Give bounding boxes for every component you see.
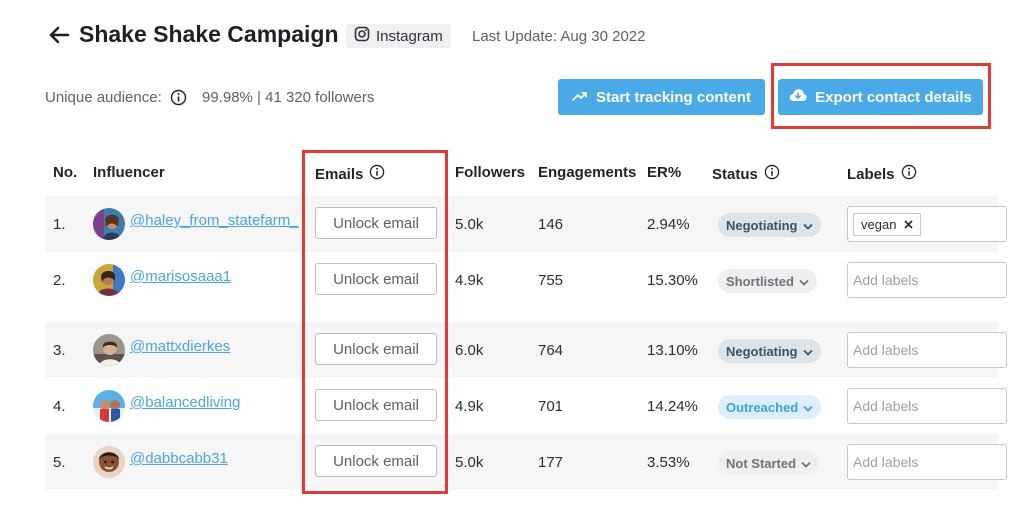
chevron-down-icon — [802, 218, 813, 233]
highlight-box-emails — [302, 150, 448, 494]
er-value: 14.24% — [647, 398, 698, 415]
followers-value: 4.9k — [455, 398, 484, 415]
close-icon[interactable] — [904, 217, 914, 232]
avatar — [93, 264, 125, 296]
followers-value: 5.0k — [455, 454, 484, 471]
avatar — [93, 446, 125, 478]
avatar — [93, 390, 125, 422]
labels-input[interactable]: Add labels — [847, 388, 1007, 424]
row-number: 1. — [53, 216, 66, 233]
cloud-download-icon — [789, 88, 807, 106]
labels-input[interactable]: Add labels — [847, 262, 1007, 298]
influencer-handle-link[interactable]: @marisosaaa1 — [130, 268, 232, 285]
column-header-status: Status — [712, 164, 780, 184]
engagements-value: 701 — [538, 398, 564, 415]
engagements-value: 764 — [538, 342, 564, 359]
row-number: 2. — [53, 272, 66, 289]
status-label: Negotiating — [726, 343, 798, 359]
table-row-5 — [45, 434, 998, 490]
er-value: 13.10% — [647, 342, 698, 359]
chevron-down-icon — [803, 400, 813, 415]
labels-input[interactable]: vegan — [847, 206, 1007, 242]
instagram-icon — [354, 26, 370, 46]
unique-audience-label: Unique audience: — [45, 89, 162, 106]
labels-placeholder: Add labels — [853, 398, 919, 414]
engagements-value: 146 — [538, 216, 564, 233]
status-dropdown[interactable]: Not Started — [718, 451, 820, 475]
back-button[interactable] — [46, 24, 72, 50]
start-tracking-label: Start tracking content — [595, 88, 752, 106]
er-value: 15.30% — [647, 272, 698, 289]
page-title: Shake Shake Campaign — [79, 21, 339, 47]
column-header-followers: Followers — [455, 164, 526, 181]
unlock-email-button[interactable]: Unlock email — [315, 263, 437, 295]
influencer-handle-link[interactable]: @balancedliving — [130, 394, 241, 411]
row-number: 3. — [53, 342, 66, 359]
unlock-email-button[interactable]: Unlock email — [315, 207, 437, 239]
influencer-handle-link[interactable]: @mattxdierkes — [130, 338, 231, 355]
last-update: Last Update: Aug 30 2022 — [472, 28, 646, 45]
platform-badge: Instagram — [346, 24, 451, 48]
table-row-1 — [45, 196, 998, 252]
chevron-down-icon — [801, 456, 811, 471]
labels-input[interactable]: Add labels — [847, 332, 1007, 368]
highlight-box-export — [771, 63, 991, 129]
influencer-handle-link[interactable]: @dabbcabb31 — [130, 450, 228, 467]
start-tracking-button[interactable]: Start tracking content — [558, 79, 765, 115]
column-header-er: ER% — [647, 164, 682, 181]
column-header-no: No. — [53, 164, 78, 181]
info-icon[interactable] — [764, 164, 780, 184]
label-tag-text: vegan — [861, 216, 897, 232]
labels-placeholder: Add labels — [853, 454, 919, 470]
influencer-handle-link[interactable]: @haley_from_statefarm_ — [130, 212, 299, 229]
status-label: Not Started — [726, 455, 797, 471]
engagements-value: 755 — [538, 272, 564, 289]
platform-name: Instagram — [376, 27, 443, 45]
followers-value: 4.9k — [455, 272, 484, 289]
trending-up-icon — [572, 89, 588, 106]
unlock-email-button[interactable]: Unlock email — [315, 389, 437, 421]
followers-value: 5.0k — [455, 216, 484, 233]
label-tag: vegan — [853, 212, 922, 236]
status-dropdown[interactable]: Negotiating — [718, 213, 821, 237]
avatar — [93, 334, 125, 366]
table-row-3 — [45, 322, 998, 378]
column-header-emails: Emails — [315, 164, 385, 184]
export-contact-details-button[interactable]: Export contact details — [778, 79, 983, 115]
chevron-down-icon — [802, 344, 813, 359]
status-label: Shortlisted — [726, 273, 794, 289]
unlock-email-button[interactable]: Unlock email — [315, 333, 437, 365]
column-header-engagements: Engagements — [538, 164, 637, 181]
unlock-email-button[interactable]: Unlock email — [315, 445, 437, 477]
row-number: 5. — [53, 454, 66, 471]
info-icon[interactable] — [369, 164, 385, 184]
column-header-labels: Labels — [847, 164, 917, 184]
chevron-down-icon — [799, 274, 809, 289]
status-dropdown[interactable]: Negotiating — [718, 339, 821, 363]
followers-value: 6.0k — [455, 342, 484, 359]
status-dropdown[interactable]: Outreached — [718, 395, 822, 419]
info-icon[interactable] — [170, 89, 187, 111]
er-value: 3.53% — [647, 454, 690, 471]
status-label: Negotiating — [726, 217, 798, 233]
arrow-left-icon — [48, 26, 70, 49]
er-value: 2.94% — [647, 216, 690, 233]
unique-audience-value: 99.98% | 41 320 followers — [202, 89, 375, 106]
row-number: 4. — [53, 398, 66, 415]
engagements-value: 177 — [538, 454, 564, 471]
export-contact-details-label: Export contact details — [815, 88, 972, 106]
labels-input[interactable]: Add labels — [847, 444, 1007, 480]
status-label: Outreached — [726, 399, 799, 415]
labels-placeholder: Add labels — [853, 342, 919, 358]
avatar — [93, 208, 125, 240]
labels-placeholder: Add labels — [853, 272, 919, 288]
column-header-influencer: Influencer — [93, 164, 165, 181]
info-icon[interactable] — [901, 164, 917, 184]
status-dropdown[interactable]: Shortlisted — [718, 269, 817, 293]
